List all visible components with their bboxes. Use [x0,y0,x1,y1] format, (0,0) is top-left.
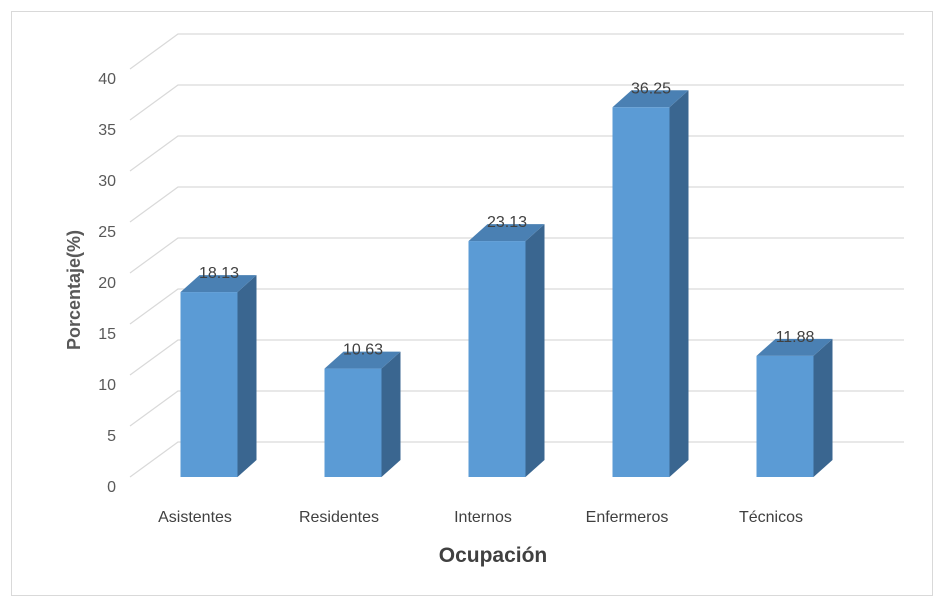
bar-top [180,275,257,293]
x-tick-label: Internos [454,509,512,526]
data-labels: 18.13 10.63 23.13 36.25 11.88 [199,80,815,358]
y-tick-label: 40 [98,71,116,88]
bar [324,368,382,477]
x-tick-label: Técnicos [739,509,803,526]
bar [180,292,238,477]
y-tick-label: 25 [98,224,116,241]
y-tick-label: 10 [98,377,116,394]
bar [612,107,670,477]
bar-side [237,275,257,477]
x-tick-label: Asistentes [158,509,232,526]
data-label: 10.63 [343,342,383,359]
x-axis-title: Ocupación [439,544,548,567]
bar [468,241,526,477]
data-label: 23.13 [487,214,527,231]
bar-side [669,90,689,477]
y-axis-title: Porcentaje(%) [64,230,84,350]
y-tick-label: 35 [98,122,116,139]
gridline [129,33,904,70]
x-axis-categories: Asistentes Residentes Internos Enfermeros Té… [158,509,803,526]
bar-top [468,224,545,242]
data-label: 36.25 [631,80,671,97]
y-tick-label: 0 [107,479,116,496]
x-tick-label: Residentes [299,509,379,526]
bar-side [525,224,545,477]
data-label: 18.13 [199,265,239,282]
bar-top [612,90,689,108]
y-tick-label: 15 [98,326,116,343]
bar-side [813,338,833,477]
x-tick-label: Enfermeros [586,509,669,526]
y-tick-label: 5 [107,428,116,445]
bars [180,90,833,477]
y-tick-label: 20 [98,275,116,292]
gridline [129,135,904,172]
bar-top [756,338,833,356]
y-tick-label: 30 [98,173,116,190]
y-axis-ticks: 0 5 10 15 20 25 30 35 40 [98,71,116,496]
gridline [129,84,904,121]
data-label: 11.88 [776,329,815,346]
bar-side [381,351,401,477]
bar [756,355,814,477]
bar-top [324,351,401,369]
